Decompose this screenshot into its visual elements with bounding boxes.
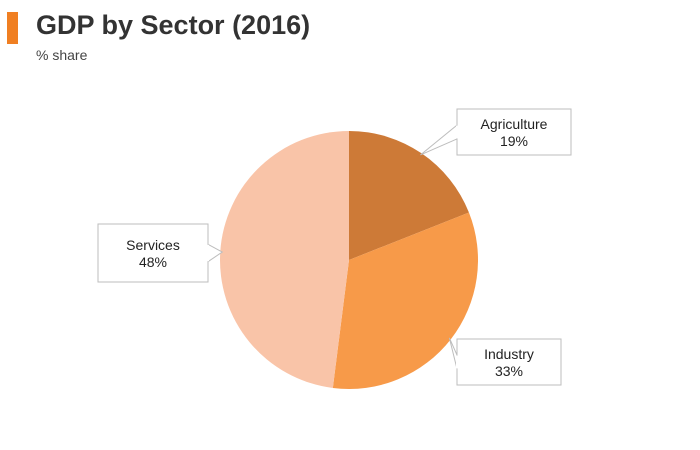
slice-value-label: 19% [500, 133, 528, 149]
chart-subtitle: % share [36, 47, 88, 63]
slice-label: Services [126, 237, 180, 253]
pie-slice-services [220, 131, 349, 388]
callout-box [97, 223, 209, 283]
title-accent-bar [7, 12, 18, 44]
callout-pointer [207, 243, 224, 263]
slice-label: Industry [484, 346, 534, 362]
chart-title: GDP by Sector (2016) [36, 10, 311, 40]
pie-slices [220, 131, 479, 389]
slice-value-label: 48% [139, 254, 167, 270]
pie-slice-industry [332, 212, 479, 389]
callout-pointer [448, 337, 458, 370]
pie-slice-agriculture [349, 131, 469, 260]
slice-label: Agriculture [481, 116, 548, 132]
callout-pointer [420, 124, 458, 156]
callout-box [456, 338, 562, 386]
callout-box [456, 108, 572, 156]
slice-value-label: 33% [495, 363, 523, 379]
